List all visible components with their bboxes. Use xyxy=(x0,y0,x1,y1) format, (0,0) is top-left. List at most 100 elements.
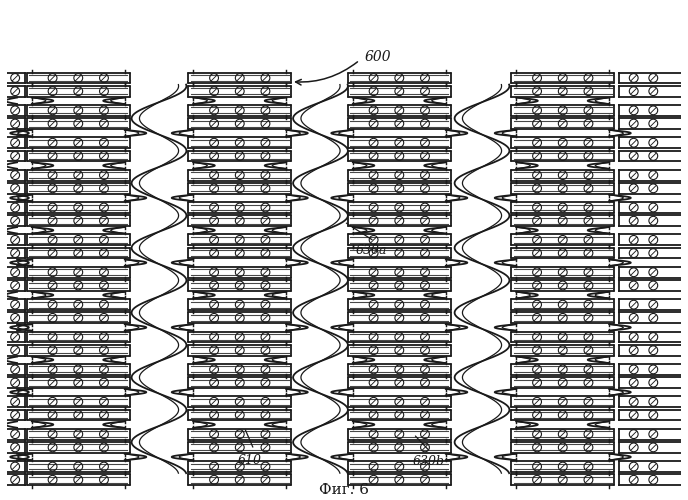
Bar xyxy=(189,364,291,375)
Bar xyxy=(511,72,614,84)
Bar xyxy=(511,280,614,291)
Bar xyxy=(511,312,614,323)
Bar xyxy=(511,170,614,180)
Bar xyxy=(348,442,451,453)
Bar xyxy=(189,234,291,246)
Bar xyxy=(511,202,614,213)
Bar xyxy=(27,474,129,485)
Bar xyxy=(511,216,614,226)
Bar xyxy=(511,442,614,453)
Bar xyxy=(189,429,291,440)
Bar xyxy=(189,396,291,407)
Bar xyxy=(189,72,291,84)
Bar xyxy=(27,461,129,472)
Bar xyxy=(511,332,614,342)
Bar xyxy=(27,86,129,97)
Bar xyxy=(511,364,614,375)
Bar xyxy=(27,410,129,420)
Bar xyxy=(189,410,291,420)
Bar xyxy=(189,150,291,162)
Bar xyxy=(348,118,451,129)
Bar xyxy=(348,429,451,440)
Bar xyxy=(348,150,451,162)
Bar xyxy=(511,300,614,310)
Bar xyxy=(189,105,291,116)
Bar xyxy=(348,345,451,356)
Bar xyxy=(27,183,129,194)
Bar xyxy=(511,248,614,258)
Bar xyxy=(27,312,129,323)
Bar xyxy=(511,183,614,194)
Bar xyxy=(27,202,129,213)
Bar xyxy=(511,410,614,420)
Bar xyxy=(348,202,451,213)
Text: 630a: 630a xyxy=(356,244,387,257)
Bar xyxy=(348,364,451,375)
Bar xyxy=(27,332,129,342)
Bar xyxy=(189,280,291,291)
Text: 600: 600 xyxy=(365,50,391,64)
Bar xyxy=(27,248,129,258)
Bar xyxy=(348,280,451,291)
Bar xyxy=(189,202,291,213)
Bar xyxy=(189,442,291,453)
Bar xyxy=(27,118,129,129)
Bar xyxy=(511,118,614,129)
Bar xyxy=(348,216,451,226)
Bar xyxy=(189,248,291,258)
Bar xyxy=(511,150,614,162)
Bar xyxy=(511,377,614,388)
Bar xyxy=(189,86,291,97)
Bar xyxy=(27,138,129,148)
Text: 610: 610 xyxy=(238,454,262,466)
Bar xyxy=(27,234,129,246)
Bar xyxy=(27,280,129,291)
Bar xyxy=(189,300,291,310)
Bar xyxy=(189,216,291,226)
Bar xyxy=(511,461,614,472)
Bar xyxy=(348,234,451,246)
Text: 630b: 630b xyxy=(412,454,444,468)
Bar xyxy=(27,300,129,310)
Bar xyxy=(348,461,451,472)
Bar xyxy=(27,216,129,226)
Bar xyxy=(27,364,129,375)
Bar xyxy=(348,474,451,485)
Bar xyxy=(348,86,451,97)
Bar xyxy=(27,429,129,440)
Bar xyxy=(27,442,129,453)
Bar xyxy=(189,312,291,323)
Bar xyxy=(189,474,291,485)
Bar xyxy=(511,474,614,485)
Bar xyxy=(27,105,129,116)
Bar xyxy=(189,332,291,342)
Bar xyxy=(27,377,129,388)
Bar xyxy=(348,183,451,194)
Bar xyxy=(511,429,614,440)
Bar xyxy=(348,410,451,420)
Bar xyxy=(27,396,129,407)
Bar xyxy=(348,377,451,388)
Bar xyxy=(511,234,614,246)
Bar xyxy=(511,86,614,97)
Bar xyxy=(348,248,451,258)
Bar xyxy=(348,170,451,180)
Bar xyxy=(27,170,129,180)
Bar xyxy=(511,138,614,148)
Bar xyxy=(348,138,451,148)
Bar xyxy=(189,170,291,180)
Bar xyxy=(348,300,451,310)
Bar xyxy=(348,396,451,407)
Bar xyxy=(189,461,291,472)
Bar xyxy=(27,267,129,278)
Bar xyxy=(348,72,451,84)
Bar xyxy=(348,105,451,116)
Bar xyxy=(27,72,129,84)
Bar xyxy=(189,183,291,194)
Bar xyxy=(27,345,129,356)
Bar xyxy=(511,345,614,356)
Bar xyxy=(348,332,451,342)
Bar xyxy=(189,118,291,129)
Bar xyxy=(348,267,451,278)
Bar xyxy=(189,377,291,388)
